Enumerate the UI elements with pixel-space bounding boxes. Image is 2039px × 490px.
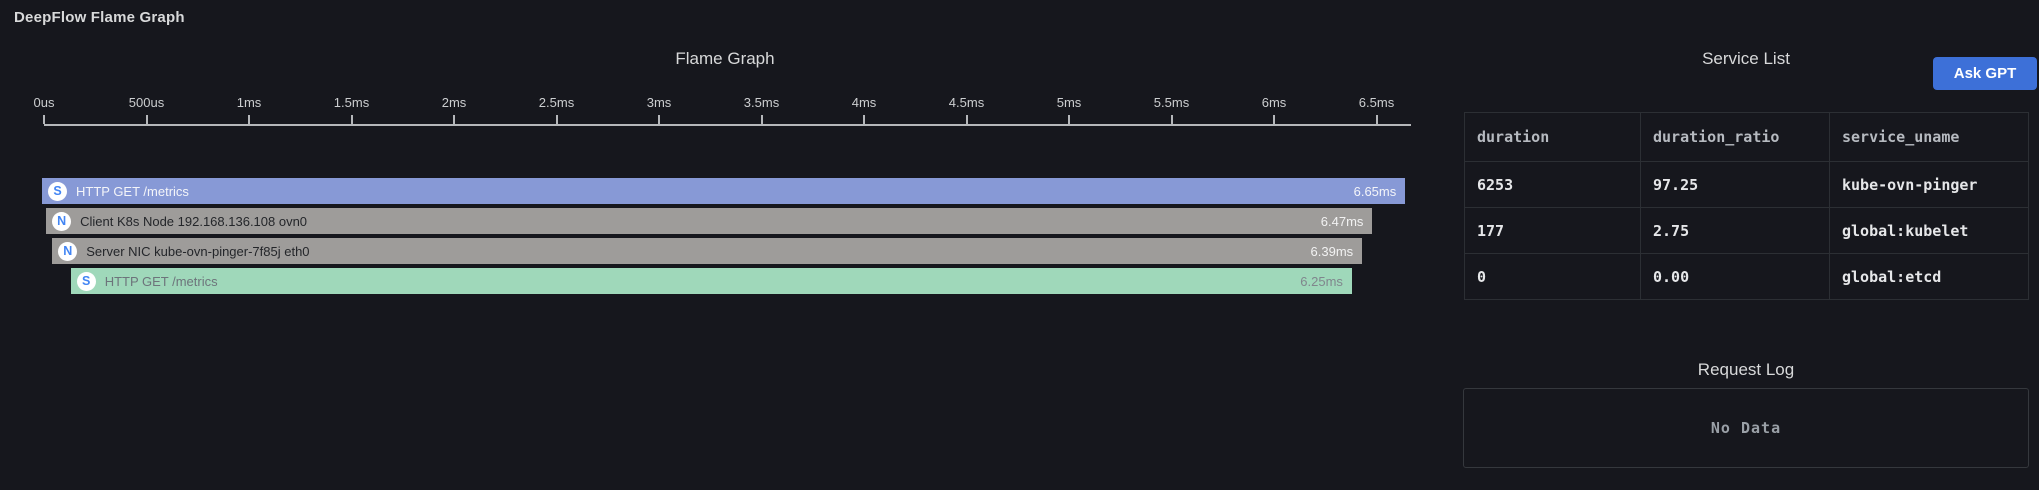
- flame-graph-title: Flame Graph: [675, 49, 775, 68]
- axis-tick-label: 0us: [33, 95, 55, 110]
- axis-tick-label: 4ms: [851, 95, 877, 110]
- service-table-column-header: duration: [1464, 112, 1641, 162]
- service-table-column-header: duration_ratio: [1640, 112, 1830, 162]
- service-table-row[interactable]: 6253 97.25 kube-ovn-pinger: [1464, 161, 2029, 208]
- axis-tick-label: 3ms: [646, 95, 672, 110]
- service-table-cell: 6253: [1464, 161, 1641, 208]
- axis-tick-mark: [145, 115, 148, 124]
- axis-tick-mark: [1375, 115, 1378, 124]
- network-span-icon: N: [58, 241, 78, 261]
- flame-span-bar[interactable]: N Client K8s Node 192.168.136.108 ovn0 6.4…: [46, 208, 1373, 234]
- axis-tick-mark: [1068, 115, 1070, 124]
- axis-tick-mark: [248, 115, 250, 124]
- system-span-icon: S: [76, 271, 96, 291]
- axis-tick-label: 1.5ms: [333, 95, 370, 110]
- service-table-header-row: duration duration_ratio service_uname: [1464, 112, 2029, 162]
- service-table-cell: global:kubelet: [1829, 207, 2029, 254]
- axis-tick-mark: [760, 115, 763, 124]
- axis-tick-mark: [863, 115, 865, 124]
- service-table-cell: 0.00: [1640, 253, 1830, 300]
- span-duration: 6.25ms: [1300, 273, 1343, 289]
- axis-tick-label: 6.5ms: [1358, 95, 1395, 110]
- span-duration: 6.47ms: [1320, 213, 1364, 229]
- axis-tick-mark: [453, 115, 455, 124]
- flame-span-bar[interactable]: S HTTP GET /metrics 6.65ms: [42, 178, 1406, 204]
- axis-tick-label: 3.5ms: [743, 95, 780, 110]
- span-duration: 6.39ms: [1310, 243, 1354, 259]
- axis-tick-mark: [658, 115, 660, 124]
- request-log-empty-box: No Data: [1463, 388, 2029, 468]
- axis-baseline: [44, 124, 1412, 126]
- span-label: Client K8s Node 192.168.136.108 ovn0: [80, 213, 308, 229]
- service-table-cell: 97.25: [1640, 161, 1830, 208]
- axis-tick-mark: [965, 115, 968, 124]
- service-table-row[interactable]: 0 0.00 global:etcd: [1464, 253, 2029, 300]
- request-log-title: Request Log: [1697, 360, 1795, 379]
- axis-tick-label: 1ms: [236, 95, 262, 110]
- service-table-cell: global:etcd: [1829, 253, 2029, 300]
- axis-tick-label: 500us: [128, 95, 165, 110]
- axis-tick-label: 5.5ms: [1153, 95, 1190, 110]
- axis-tick-mark: [555, 115, 558, 124]
- page-title: DeepFlow Flame Graph: [14, 9, 185, 26]
- axis-tick-label: 6ms: [1261, 95, 1287, 110]
- span-label: HTTP GET /metrics: [76, 183, 189, 199]
- axis-tick-label: 2.5ms: [538, 95, 575, 110]
- service-table-cell: 0: [1464, 253, 1641, 300]
- service-table: duration duration_ratio service_uname 6253…: [1464, 112, 2029, 300]
- flame-span-bar[interactable]: S HTTP GET /metrics 6.25ms: [70, 268, 1352, 294]
- service-table-cell: 177: [1464, 207, 1641, 254]
- span-label: Server NIC kube-ovn-pinger-7f85j eth0: [86, 243, 310, 259]
- service-table-cell: kube-ovn-pinger: [1829, 161, 2029, 208]
- ask-gpt-button[interactable]: Ask GPT: [1933, 57, 2037, 90]
- axis-tick-mark: [1273, 115, 1275, 124]
- axis-tick-label: 4.5ms: [948, 95, 985, 110]
- axis-tick-label: 2ms: [441, 95, 467, 110]
- service-list-title: Service List: [1702, 49, 1790, 68]
- axis-tick-mark: [43, 115, 45, 124]
- axis-tick-label: 5ms: [1056, 95, 1082, 110]
- flame-span-bar[interactable]: N Server NIC kube-ovn-pinger-7f85j eth0 6.…: [52, 238, 1363, 264]
- axis-tick-mark: [350, 115, 353, 124]
- system-span-icon: S: [48, 181, 67, 201]
- service-table-column-header: service_uname: [1829, 112, 2029, 162]
- service-table-row[interactable]: 177 2.75 global:kubelet: [1464, 207, 2029, 254]
- span-duration: 6.65ms: [1353, 183, 1397, 199]
- no-data-text: No Data: [1710, 419, 1782, 437]
- span-label: HTTP GET /metrics: [104, 273, 218, 289]
- network-span-icon: N: [52, 211, 72, 231]
- service-table-cell: 2.75: [1640, 207, 1830, 254]
- axis-tick-mark: [1170, 115, 1173, 124]
